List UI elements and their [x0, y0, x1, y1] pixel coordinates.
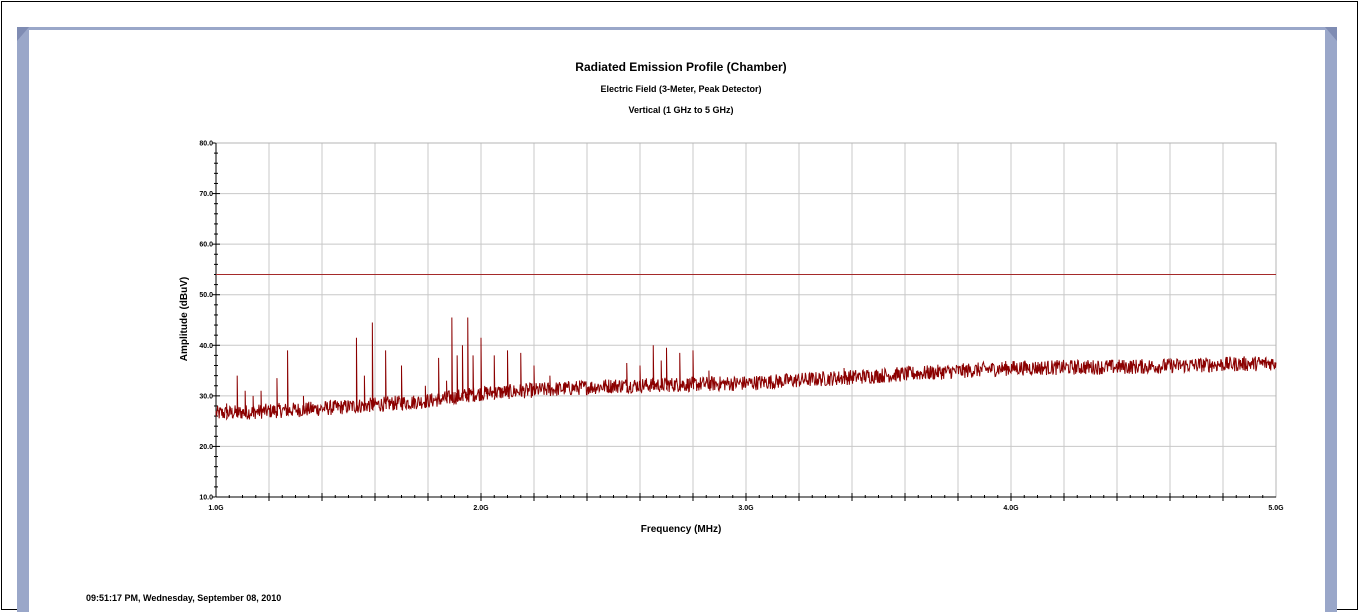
emission-trace: [215, 317, 1277, 421]
x-tick-label: 4.0G: [1003, 505, 1019, 512]
y-tick-label: 60.0: [199, 242, 213, 249]
y-tick-label: 30.0: [199, 393, 213, 400]
y-axis-label: Amplitude (dBuV): [179, 277, 190, 361]
panel-bevel-left: [17, 27, 29, 41]
y-tick-label: 70.0: [199, 191, 213, 198]
panel-bevel-right: [1325, 27, 1337, 41]
x-axis-label: Frequency (MHz): [641, 524, 722, 535]
y-tick-label: 50.0: [199, 292, 213, 299]
y-tick-label: 40.0: [199, 343, 213, 350]
grid-lines: [216, 143, 1276, 497]
x-tick-label: 2.0G: [473, 505, 489, 512]
y-tick-label: 20.0: [199, 444, 213, 451]
tick-labels: 10.0 20.0 30.0 40.0 50.0 60.0 70.0 80.0 1.0G 2.0G…: [199, 141, 1284, 513]
chart-title: Radiated Emission Profile (Chamber): [575, 60, 786, 74]
chart-subtitle-2: Vertical (1 GHz to 5 GHz): [628, 105, 733, 115]
axis-ticks: [212, 142, 1264, 501]
y-tick-label: 10.0: [199, 495, 213, 502]
report-timestamp: 09:51:17 PM, Wednesday, September 08, 20…: [86, 593, 282, 603]
chart-subtitle: Electric Field (3-Meter, Peak Detector): [600, 84, 761, 94]
x-tick-label: 5.0G: [1268, 505, 1284, 512]
y-tick-label: 80.0: [199, 141, 213, 148]
x-tick-label: 1.0G: [208, 505, 224, 512]
x-tick-label: 3.0G: [738, 505, 754, 512]
